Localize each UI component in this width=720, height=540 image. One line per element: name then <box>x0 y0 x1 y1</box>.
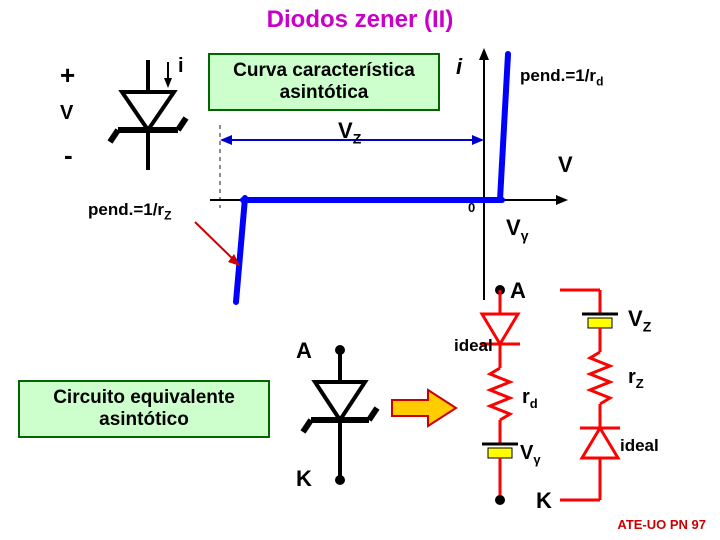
i-axis-label: i <box>456 54 462 80</box>
ideal-top-label: ideal <box>454 336 493 356</box>
pend-rd-label: pend.=1/rd <box>520 66 603 88</box>
k-bot-label: K <box>536 488 552 514</box>
equiv-box: Circuito equivalente asintótico <box>18 380 270 438</box>
vg2-label: Vγ <box>520 442 541 467</box>
a-top-label: A <box>510 278 526 304</box>
rz-label: rZ <box>628 366 644 391</box>
rd-label: rd <box>522 386 538 411</box>
pend-rz-label: pend.=1/rZ <box>88 200 171 222</box>
yellow-arrow <box>390 388 460 428</box>
ideal-bot-label: ideal <box>620 436 659 456</box>
k-left-label: K <box>296 466 312 492</box>
vgamma-label: Vγ <box>506 215 528 243</box>
iv-curve <box>0 0 720 320</box>
v-axis-label: V <box>558 152 573 178</box>
zero-label: 0 <box>468 200 475 215</box>
vz-right-label: VZ <box>628 306 651 334</box>
a-left-label: A <box>296 338 312 364</box>
footer-label: ATE-UO PN 97 <box>617 517 706 532</box>
vz-span-label: VZ <box>338 118 361 146</box>
